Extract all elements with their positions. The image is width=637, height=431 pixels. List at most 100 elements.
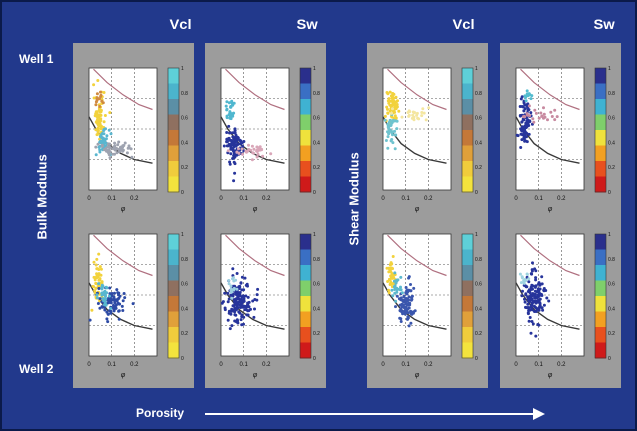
x-axis-label-c2-r0: φ [415,206,420,213]
scatter-point-c0-r1-s1-80 [131,302,135,306]
scatter-point-c2-r0-s0-59 [386,111,390,115]
colorbar-seg-1-c1-r1 [300,249,311,266]
scatter-point-c0-r1-s0-40 [97,272,101,276]
colorbar-tick-3-c1-r1: 0.6 [313,282,320,288]
scatter-point-c0-r0-s3-52 [108,156,112,160]
colorbar-seg-0-c3-r0 [595,68,606,84]
scatter-point-c0-r0-s0-66 [94,128,98,132]
scatter-point-c3-r0-s0-82 [524,121,528,125]
scatter-point-c2-r1-s2-21 [400,291,404,295]
x-tick-1-c1-r1: 0.1 [239,362,248,368]
colorbar-seg-7-c2-r0 [462,176,473,193]
scatter-point-c1-r1-s1-13 [230,296,234,300]
scatter-point-c2-r0-s2-19 [410,116,414,120]
scatter-point-c0-r0-s0-55 [95,133,99,137]
scatter-point-c3-r1-s0-82 [534,334,538,338]
colorbar-seg-1-c2-r0 [462,83,473,100]
scatter-point-c0-r0-s1-0 [105,134,109,138]
scatter-point-c3-r0-s0-63 [522,109,526,113]
scatter-point-c3-r0-s1-6 [534,111,538,115]
scatter-point-c2-r1-s1-88 [404,302,408,306]
colorbar-frame-c0-r0 [167,67,180,193]
scatter-point-c2-r0-s1-21 [391,118,395,122]
scatter-point-c0-r0-s3-50 [104,147,108,150]
scatter-point-c0-r1-s2-8 [105,286,109,290]
scatter-point-c0-r0-s0-31 [102,120,106,124]
scatter-point-c2-r0-s0-57 [385,105,389,109]
scatter-point-c3-r1-s0-107 [534,306,538,310]
scatter-point-c0-r0-s0-0 [108,111,112,115]
scatter-point-c3-r0-s1-3 [523,115,527,119]
scatter-point-c0-r1-s0-50 [96,274,100,278]
scatter-point-c1-r0-s2-13 [240,147,244,151]
scatter-point-c1-r1-s0-91 [231,267,235,271]
colorbar-seg-0-c0-r1 [168,234,179,250]
column-header-sw-1: Sw [296,16,318,32]
colorbar-tick-5-c1-r1: 1 [313,232,316,238]
colorbar-tick-5-c3-r1: 1 [608,232,611,238]
scatter-point-c2-r1-s1-17 [409,283,412,286]
x-tick-0-c1-r1: 0 [219,362,223,368]
scatter-point-c2-r1-s1-92 [398,309,402,313]
row-label-well-2: Well 2 [19,362,54,376]
scatter-point-c0-r1-s0-53 [97,268,101,271]
bound-curve-0-c1-r1 [225,234,285,277]
colorbar-frame-c3-r1 [594,233,607,359]
scatter-point-c3-r0-s0-38 [515,133,519,137]
colorbar-tick-0-c1-r1: 0 [313,356,316,362]
scatter-point-c0-r1-s0-4 [91,284,95,288]
bound-curve-0-c1-r0 [225,68,285,111]
scatter-point-c1-r0-s2-20 [250,158,254,162]
scatter-point-c2-r1-s1-74 [405,292,409,296]
scatter-point-c1-r1-s0-76 [226,291,230,295]
colorbar-frame-c0-r1 [167,233,180,359]
scatter-point-c2-r1-s1-46 [409,298,413,302]
scatter-point-c0-r1-s0-6 [94,263,98,267]
scatter-point-c3-r1-s0-96 [534,310,538,313]
scatter-point-c1-r0-s0-59 [229,152,233,156]
scatter-point-c1-r0-s0-87 [233,171,237,175]
scatter-point-c0-r1-s1-5 [113,301,117,305]
scatter-point-c2-r1-s0-1 [386,280,390,283]
scatter-point-c1-r0-s2-10 [261,154,265,158]
scatter-point-c2-r0-s2-9 [422,111,426,115]
scatter-point-c3-r1-s0-108 [527,319,531,323]
scatter-point-c1-r1-s0-120 [230,324,234,328]
scatter-point-c3-r1-s0-93 [536,323,540,326]
scatter-point-c2-r1-s1-86 [409,309,413,313]
scatter-point-c3-r0-s0-78 [518,114,522,117]
bound-curve-1-c1-r0 [220,116,285,164]
scatter-point-c0-r1-s2-18 [107,294,111,298]
scatter-point-c0-r1-s1-12 [121,299,125,303]
scatter-point-c1-r1-s0-60 [239,281,243,285]
colorbar-tick-4-c1-r0: 0.8 [313,91,320,97]
scatter-point-c1-r1-s0-144 [239,306,243,309]
scatter-point-c1-r0-s0-55 [241,145,245,148]
scatter-point-c2-r0-s1-11 [395,127,399,131]
scatter-point-c3-r0-s0-73 [522,132,526,136]
scatter-point-c3-r1-s1-9 [520,275,524,279]
scatter-point-c1-r1-s0-105 [226,318,230,322]
scatter-point-c1-r0-s0-28 [232,179,236,183]
scatter-point-c0-r0-s2-11 [100,99,104,103]
colorbar-tick-3-c0-r0: 0.6 [181,116,188,122]
scatter-point-c0-r1-s1-18 [88,318,92,322]
colorbar-seg-0-c2-r1 [462,234,473,250]
x-tick-2-c1-r0: 0.2 [262,196,271,202]
scatter-point-c1-r0-s2-4 [226,149,230,153]
scatter-point-c0-r0-s3-23 [126,146,130,150]
scatter-point-c2-r1-s1-76 [404,299,408,303]
colorbar-tick-3-c3-r0: 0.6 [608,116,615,122]
scatter-point-c0-r0-s1-35 [98,150,102,154]
scatter-point-c3-r1-s0-110 [531,301,535,305]
scatter-point-c0-r1-s0-47 [98,278,102,282]
scatter-point-c1-r1-s0-82 [230,307,234,311]
scatter-point-c3-r0-s0-27 [519,146,523,149]
scatter-point-c1-r1-s0-135 [242,315,246,319]
x-axis-label-c1-r1: φ [253,372,258,379]
scatter-point-c3-r1-s0-95 [536,299,540,302]
scatter-point-c0-r1-s2-25 [103,299,107,303]
colorbar-frame-c3-r0 [594,67,607,193]
scatter-point-c0-r0-s1-16 [94,153,98,157]
